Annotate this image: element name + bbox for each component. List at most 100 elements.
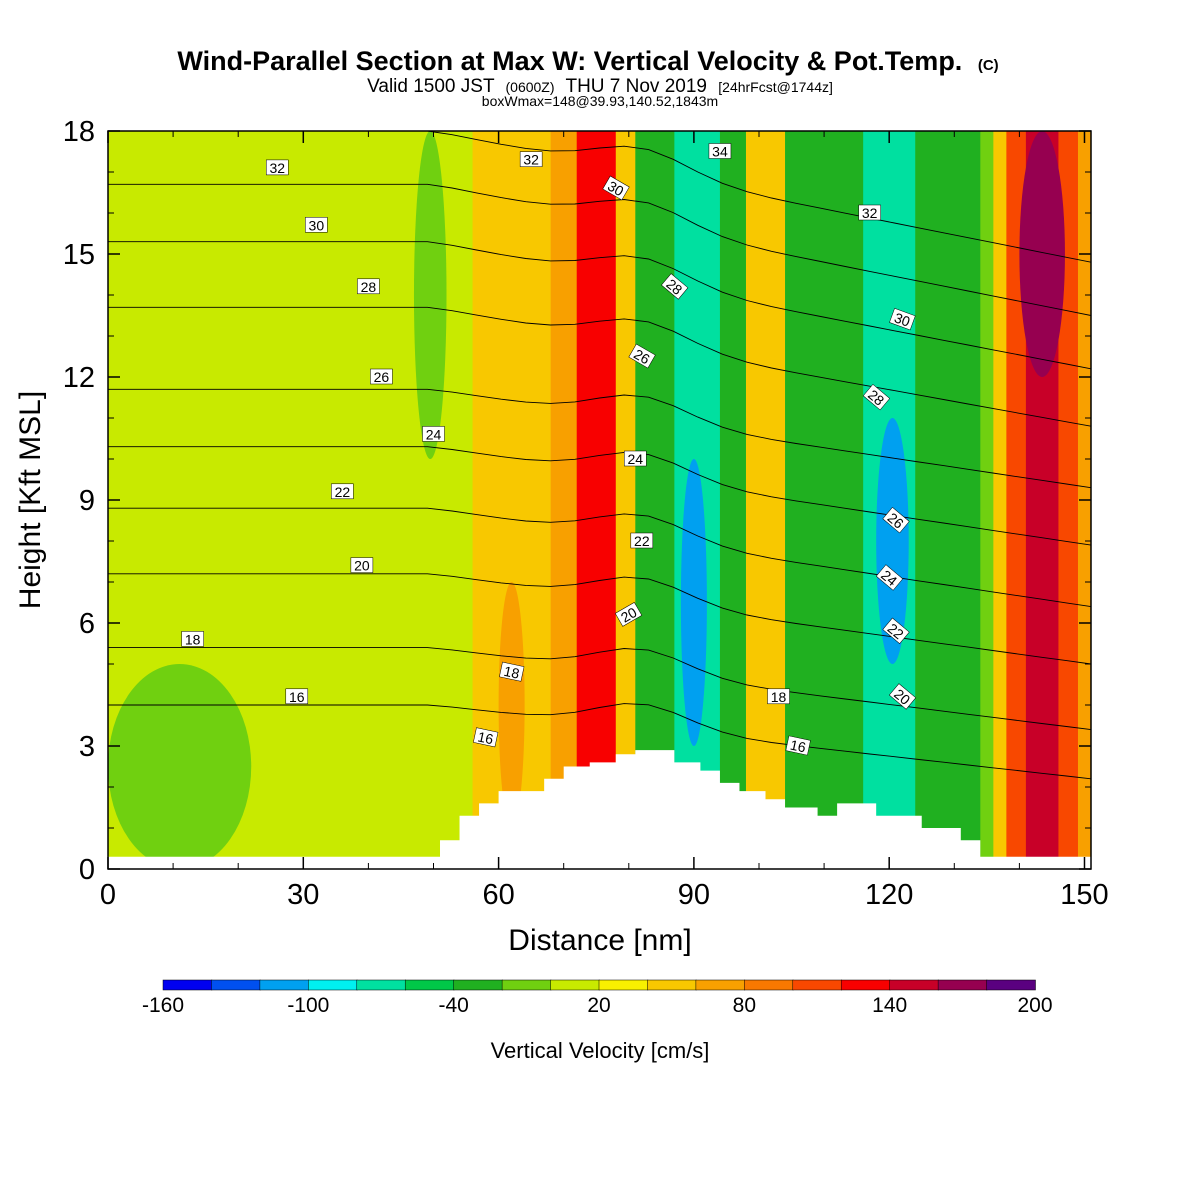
- theta-label-22-0: 22: [331, 483, 354, 500]
- velocity-band-8: [719, 131, 747, 869]
- theta-label-text: 32: [862, 205, 878, 221]
- colorbar-tick-4: 80: [733, 994, 756, 1017]
- theta-label-box: [181, 631, 204, 647]
- theta-label-18-1: 18: [499, 661, 525, 682]
- colorbar-swatch-2: [259, 979, 310, 991]
- theta-line-26: [108, 388, 1091, 489]
- theta-label-box: [882, 506, 910, 534]
- theta-label-text: 32: [523, 152, 539, 168]
- theta-label-16-0: 16: [285, 688, 309, 705]
- potential-temperature-contours: [108, 131, 1091, 780]
- colorbar-swatch-0: [162, 979, 213, 991]
- theta-line-32: [108, 183, 1091, 316]
- theta-label-text: 30: [605, 178, 627, 200]
- theta-line-34: [108, 131, 1091, 263]
- velocity-band-18: [1058, 131, 1079, 869]
- y-axis-label: Height [Kft MSL]: [14, 391, 47, 609]
- x-axis-label: Distance [nm]: [508, 924, 691, 957]
- colorbar-tick-5: 140: [872, 994, 907, 1017]
- velocity-band-14: [980, 131, 994, 869]
- theta-label-20-0: 20: [350, 557, 374, 574]
- theta-label-text: 24: [628, 451, 644, 467]
- velocity-patch-0: [413, 131, 447, 459]
- theta-label-box: [473, 727, 499, 748]
- theta-label-box: [888, 683, 917, 710]
- theta-label-text: 20: [354, 558, 370, 574]
- theta-label-22-1: 22: [630, 532, 654, 549]
- theta-label-28-2: 28: [862, 383, 891, 411]
- colorbar-swatch-12: [744, 979, 794, 991]
- theta-line-18: [108, 647, 1091, 731]
- theta-label-text: 16: [289, 689, 305, 705]
- colorbar-label: Vertical Velocity [cm/s]: [491, 1038, 710, 1063]
- theta-label-32-2: 32: [858, 204, 881, 221]
- theta-label-16-1: 16: [473, 727, 499, 748]
- theta-label-box: [767, 688, 790, 705]
- theta-label-24-1: 24: [624, 450, 647, 467]
- theta-label-30-1: 30: [602, 175, 630, 201]
- theta-label-text: 26: [374, 369, 390, 385]
- chart-subtitle: Valid 1500 JST (0600Z) THU 7 Nov 2019 [2…: [367, 76, 833, 97]
- theta-label-box: [331, 483, 354, 500]
- velocity-band-6: [635, 131, 675, 869]
- theta-label-24-0: 24: [422, 426, 445, 442]
- theta-label-30-2: 30: [889, 307, 916, 331]
- y-tick-label-5: 15: [63, 239, 95, 271]
- x-tick-label-2: 60: [482, 879, 514, 911]
- theta-label-text: 16: [476, 728, 495, 747]
- theta-label-32-1: 32: [519, 151, 543, 168]
- x-tick-label-5: 150: [1060, 879, 1108, 911]
- theta-label-box: [499, 661, 525, 682]
- theta-label-text: 30: [309, 217, 325, 233]
- theta-line-16: [108, 703, 1091, 780]
- theta-line-22: [108, 507, 1091, 608]
- colorbar-swatch-9: [598, 979, 649, 991]
- contour-labels: 16 16 16 18 18 18 20 20 20 22 22 22 24 24 24 26 26 26 28 28…: [181, 143, 917, 756]
- theta-label-box: [614, 602, 643, 627]
- theta-label-box: [519, 151, 543, 167]
- velocity-band-15: [993, 131, 1007, 869]
- theta-label-text: 28: [361, 279, 377, 295]
- theta-label-box: [422, 426, 445, 442]
- colorbar-tick-6: 200: [1017, 994, 1052, 1017]
- velocity-patch-5: [876, 418, 909, 664]
- theta-label-26-0: 26: [370, 368, 393, 385]
- theta-label-20-1: 20: [614, 602, 643, 627]
- theta-label-16-2: 16: [785, 735, 811, 756]
- theta-label-box: [285, 688, 309, 705]
- theta-label-box: [785, 735, 811, 756]
- colorbar-swatch-8: [550, 979, 600, 991]
- colorbar-swatch-16: [937, 979, 988, 991]
- theta-label-box: [370, 368, 393, 385]
- theta-label-box: [875, 564, 904, 591]
- theta-label-30-0: 30: [305, 217, 328, 233]
- theta-label-box: [858, 204, 881, 221]
- theta-label-text: 24: [426, 426, 442, 442]
- theta-label-box: [350, 557, 374, 573]
- velocity-patch-3: [498, 582, 525, 828]
- theta-line-24: [108, 446, 1091, 546]
- terrain: [108, 750, 1091, 869]
- velocity-band-4: [576, 131, 617, 869]
- velocity-patch-4: [680, 459, 707, 746]
- velocity-band-5: [615, 131, 636, 869]
- colorbar-swatch-13: [792, 979, 842, 991]
- colorbar: [162, 979, 1036, 991]
- velocity-patch-1: [108, 664, 252, 869]
- theta-label-text: 34: [712, 144, 728, 160]
- colorbar-swatch-11: [695, 979, 746, 991]
- theta-label-box: [882, 617, 910, 644]
- theta-label-box: [305, 217, 328, 233]
- chart-subtitle-box-wmax: boxWmax=148@39.93,140.52,1843m: [482, 93, 718, 109]
- x-tick-label-3: 90: [678, 879, 710, 911]
- theta-label-text: 16: [789, 737, 808, 756]
- y-tick-label-6: 18: [63, 116, 95, 148]
- theta-label-28-1: 28: [661, 273, 689, 300]
- y-axis: 0 3 6 9 12 15 18: [63, 116, 1091, 886]
- theta-label-text: 30: [892, 309, 912, 329]
- theta-label-box: [708, 143, 732, 159]
- colorbar-tick-2: -40: [438, 994, 468, 1017]
- theta-label-text: 18: [771, 689, 787, 705]
- y-tick-label-3: 9: [79, 485, 95, 517]
